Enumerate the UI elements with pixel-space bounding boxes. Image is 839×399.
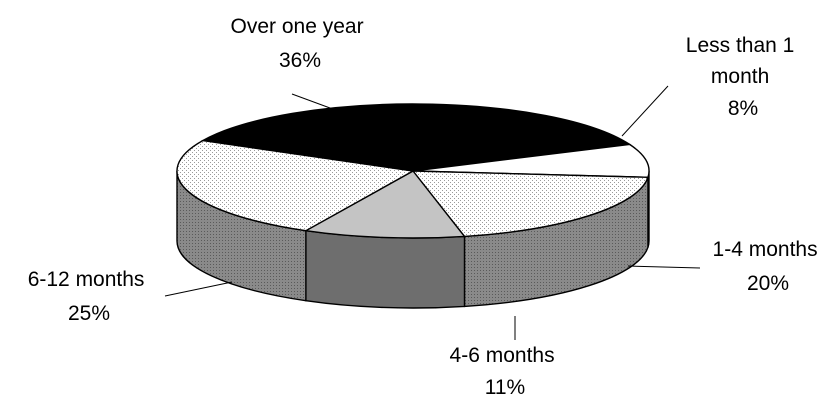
slice-label-1-4-months: 1-4 months 20% [713, 238, 824, 295]
slice-label-over-one-year-name: Over one year [231, 15, 364, 38]
pie-sides [176, 170, 650, 309]
slice-label-less-than-1-month-pct: 8% [728, 97, 758, 120]
pie-slice-4-6-months [303, 170, 466, 239]
label-leaders [164, 85, 701, 340]
pie-slice-6-12-months [176, 139, 416, 232]
pie-side-4-6-months [305, 229, 466, 309]
slice-label-over-one-year: Over one year 36% [231, 15, 370, 72]
slice-label-less-than-1-month: Less than 1 month 8% [686, 34, 800, 120]
slice-label-4-6-months: 4-6 months 11% [450, 344, 561, 399]
pie-slice-over-one-year [200, 103, 632, 172]
slice-label-6-12-months-name: 6-12 months [28, 268, 145, 291]
slice-label-1-4-months-name: 1-4 months [713, 238, 818, 261]
pie-slice-1-4-months [411, 170, 649, 238]
slice-label-over-one-year-pct: 36% [279, 49, 321, 72]
slice-label-less-than-1-month-line1: Less than 1 [686, 34, 795, 57]
slice-label-4-6-months-name: 4-6 months [450, 344, 555, 367]
leader-line-over-one-year [291, 93, 346, 113]
slice-label-6-12-months-pct: 25% [68, 302, 110, 325]
leader-line-1-4-months [627, 265, 701, 269]
leader-line-less-than-1-month [621, 85, 669, 137]
slice-label-1-4-months-pct: 20% [747, 272, 789, 295]
leader-line-6-12-months [164, 281, 233, 297]
slice-label-4-6-months-pct: 11% [485, 376, 525, 399]
pie-tops [176, 103, 650, 239]
pie-slice-less-than-1-month [412, 143, 650, 179]
slice-label-less-than-1-month-line2: month [711, 65, 769, 88]
slice-label-6-12-months: 6-12 months 25% [28, 268, 151, 325]
